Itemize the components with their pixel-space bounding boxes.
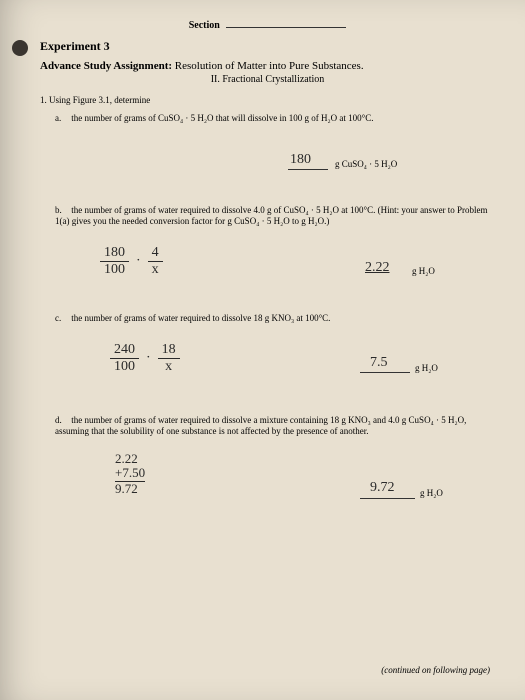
text-a: the number of grams of CuSO₄ · 5 H₂O tha… [71, 113, 373, 123]
work-d: 2.22 +7.50 9.72 [115, 452, 145, 496]
footer-note: (continued on following page) [381, 665, 490, 675]
assignment-bold: Advance Study Assignment: [40, 60, 172, 72]
answer-c: 7.5 [370, 355, 388, 371]
answer-line-c [360, 372, 410, 373]
answer-line-d [360, 498, 415, 499]
question-b: b. the number of grams of water required… [55, 205, 495, 228]
answer-area-d: 2.22 +7.50 9.72 9.72 g H₂O [40, 450, 495, 520]
answer-b: 2.22 [365, 260, 390, 276]
unit-c: g H₂O [415, 363, 438, 373]
worksheet-page: Section Experiment 3 Advance Study Assig… [0, 0, 525, 700]
section-blank-line [226, 27, 346, 28]
answer-area-b: 180 100 · 4 x 2.22 g H₂O [40, 240, 495, 295]
question-d: d. the number of grams of water required… [55, 415, 495, 438]
text-d: the number of grams of water required to… [55, 415, 466, 437]
work-b: 180 100 · 4 x [100, 245, 163, 278]
subtitle: II. Fractional Crystallization [40, 74, 495, 85]
answer-d: 9.72 [370, 480, 395, 496]
unit-d: g H₂O [420, 488, 443, 498]
punch-hole [12, 40, 28, 56]
answer-area-c: 240 100 · 18 x 7.5 g H₂O [40, 337, 495, 397]
letter-b: b. [55, 205, 69, 217]
answer-area-a: 180 g CuSO₄ · 5 H₂O [40, 137, 495, 187]
unit-b: g H₂O [412, 266, 435, 276]
question-c: c. the number of grams of water required… [55, 313, 495, 325]
letter-d: d. [55, 415, 69, 427]
section-header: Section [40, 20, 495, 31]
section-label: Section [189, 20, 220, 31]
work-c: 240 100 · 18 x [110, 342, 180, 375]
letter-a: a. [55, 113, 69, 125]
answer-line-a [288, 169, 328, 170]
assignment-rest: Resolution of Matter into Pure Substance… [172, 60, 364, 72]
text-c: the number of grams of water required to… [71, 313, 330, 323]
letter-c: c. [55, 313, 69, 325]
question-a: a. the number of grams of CuSO₄ · 5 H₂O … [55, 113, 495, 125]
experiment-title: Experiment 3 [40, 39, 495, 54]
text-b: the number of grams of water required to… [55, 205, 488, 227]
assignment-title: Advance Study Assignment: Resolution of … [40, 60, 495, 72]
answer-a: 180 [290, 152, 311, 168]
unit-a: g CuSO₄ · 5 H₂O [335, 159, 397, 169]
main-question: 1. Using Figure 3.1, determine [40, 95, 495, 105]
